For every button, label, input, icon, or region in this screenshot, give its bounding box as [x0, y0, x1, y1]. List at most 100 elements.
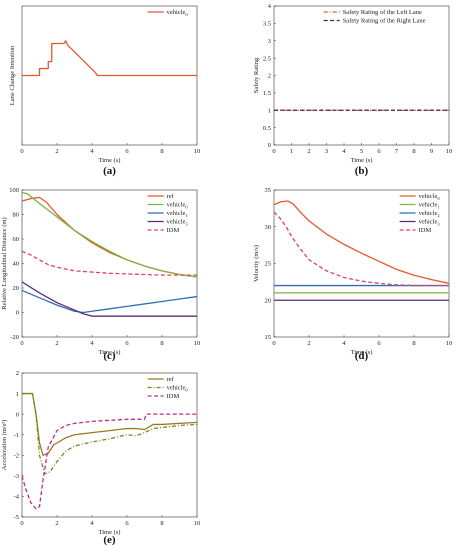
- x-tick-label: 8: [160, 520, 163, 527]
- y-axis-label: Safety Rating: [253, 57, 260, 93]
- legend-label: vehicle3: [167, 219, 189, 227]
- panel-caption: (a): [103, 165, 116, 177]
- series-line-idm: [22, 250, 197, 276]
- y-tick-label: -20: [10, 334, 19, 341]
- y-tick-label: 25: [265, 261, 272, 268]
- x-tick-label: 0: [272, 148, 275, 155]
- y-tick-label: 20: [265, 297, 272, 304]
- y-tick-label: 0.5: [263, 125, 271, 132]
- y-tick-label: 1: [268, 107, 271, 114]
- y-tick-label: 15: [265, 334, 272, 341]
- legend-label: vehicle2: [419, 210, 440, 218]
- y-axis-label: Lane Change Intention: [9, 45, 16, 105]
- x-tick-label: 6: [125, 340, 129, 347]
- x-tick-label: 5: [360, 148, 363, 155]
- chart-panel-e: 0 2 4 6 8 10 -5 -4 -3 -2 -1 0 1 2 Time (s) Acceleration…: [1, 370, 200, 546]
- y-tick-label: 3.5: [263, 21, 271, 28]
- x-axis-label: Time (s): [351, 349, 373, 356]
- x-tick-label: 1: [290, 148, 293, 155]
- x-tick-label: 6: [377, 340, 381, 347]
- y-tick-label: -3: [14, 473, 19, 480]
- legend-label: vehicle0: [419, 193, 441, 201]
- x-tick-label: 4: [342, 148, 346, 155]
- x-tick-label: 2: [307, 340, 310, 347]
- panel-caption: (d): [355, 350, 369, 362]
- series-line-vehicle0: [22, 392, 197, 475]
- legend-label: ref: [167, 376, 175, 383]
- x-tick-label: 10: [446, 148, 453, 155]
- y-tick-label: 30: [265, 224, 272, 231]
- legend-label: Safety Rating of the Left Lane: [343, 9, 422, 16]
- chart-panel-d: 0 2 4 6 8 10 15 20 25 30 35 Time (s) Velocity (m/s) v…: [253, 187, 452, 362]
- x-tick-label: 2: [55, 340, 58, 347]
- legend-label: vehicle0: [167, 9, 189, 17]
- y-tick-label: -2: [14, 452, 19, 459]
- x-tick-label: 0: [20, 148, 23, 155]
- y-tick-label: 35: [265, 187, 272, 194]
- x-tick-label: 0: [20, 340, 23, 347]
- x-tick-label: 10: [194, 148, 201, 155]
- x-tick-label: 10: [194, 520, 201, 527]
- x-tick-label: 4: [90, 148, 94, 155]
- x-tick-label: 6: [125, 520, 129, 527]
- x-tick-label: 8: [412, 340, 415, 347]
- x-tick-label: 4: [90, 340, 94, 347]
- x-tick-label: 3: [325, 148, 328, 155]
- y-tick-label: 100: [9, 187, 19, 194]
- series-line-idm: [22, 413, 197, 510]
- y-tick-label: 0: [268, 142, 271, 149]
- x-axis-label: Time (s): [99, 349, 121, 356]
- x-tick-label: 10: [194, 340, 201, 347]
- legend-label: vehicle0: [167, 385, 189, 393]
- legend-label: vehicle1: [167, 210, 188, 218]
- y-tick-label: 2.5: [263, 55, 271, 62]
- x-tick-label: 9: [430, 148, 433, 155]
- y-axis-label: Velocity (m/s): [253, 245, 260, 282]
- chart-panel-a: 0 2 4 6 8 10 Time (s) Lane Change Intention vehi…: [9, 5, 201, 177]
- x-tick-label: 6: [377, 148, 381, 155]
- legend-label: IDM: [419, 227, 432, 234]
- series-line-vehicle0: [274, 200, 449, 284]
- y-tick-label: 1.5: [263, 90, 271, 97]
- x-tick-label: 2: [55, 148, 58, 155]
- series-line-ref: [22, 392, 197, 456]
- y-tick-label: 60: [13, 236, 20, 243]
- panel-caption: (e): [103, 534, 116, 546]
- x-tick-label: 6: [125, 148, 129, 155]
- series-line-vehicle0: [22, 191, 197, 278]
- y-tick-label: 20: [13, 285, 20, 292]
- series-line-vehicle1: [22, 289, 197, 314]
- x-tick-label: 0: [20, 520, 23, 527]
- y-axis-label: Acceleration (m/s²): [1, 420, 8, 471]
- legend-label: Safety Rating of the Right Lane: [343, 18, 426, 25]
- x-tick-label: 10: [446, 340, 453, 347]
- y-tick-label: 0: [16, 411, 19, 418]
- y-tick-label: 40: [13, 261, 20, 268]
- x-tick-label: 8: [160, 148, 163, 155]
- panel-caption: (c): [103, 350, 116, 362]
- legend-label: vehicle1: [419, 202, 440, 210]
- plot-frame: [21, 372, 198, 518]
- y-tick-label: 2: [16, 370, 19, 377]
- legend-label: ref: [167, 193, 175, 200]
- legend-label: IDM: [167, 227, 180, 234]
- x-tick-label: 2: [307, 148, 310, 155]
- x-tick-label: 8: [412, 148, 415, 155]
- legend-label: IDM: [167, 393, 180, 400]
- series-line-idm: [274, 211, 449, 287]
- legend-label: vehicle3: [419, 219, 441, 227]
- x-tick-label: 8: [160, 340, 163, 347]
- plot-frame: [273, 5, 450, 146]
- y-tick-label: -4: [14, 494, 20, 501]
- y-tick-label: 2: [268, 73, 271, 80]
- chart-panel-b: 0 1 2 3 4 5 6 7 8 9 10 0 0.5 1 1.5 2 2.5 3 3.5 4 Time (s) Saf…: [253, 3, 452, 177]
- series-line-vehicle0: [22, 40, 197, 77]
- y-axis-label: Relative Longitudinal Distance (m): [1, 217, 8, 309]
- x-tick-label: 7: [395, 148, 399, 155]
- y-tick-label: -1: [14, 432, 19, 439]
- x-tick-label: 4: [342, 340, 346, 347]
- y-tick-label: 0: [16, 310, 19, 317]
- panel-caption: (b): [355, 165, 369, 177]
